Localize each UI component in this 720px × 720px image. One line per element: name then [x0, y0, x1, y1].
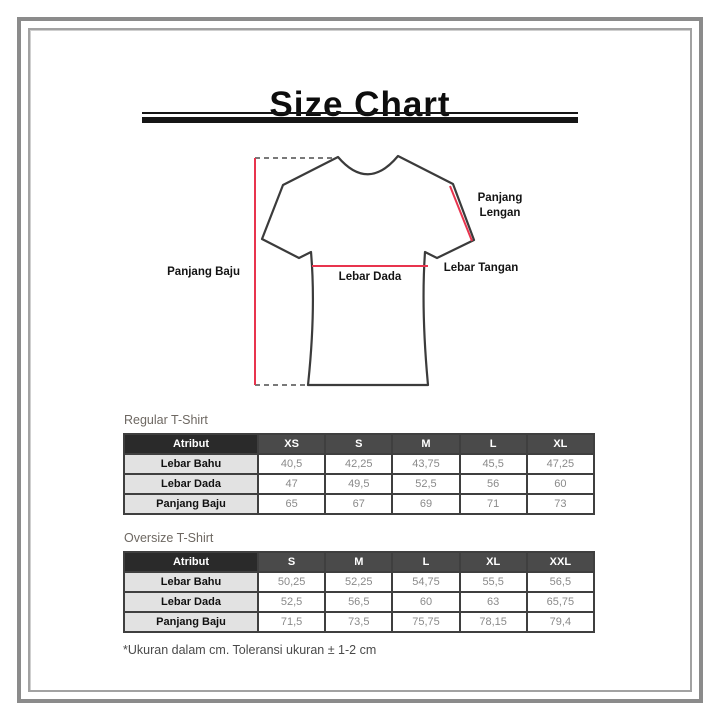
value-cell: 56	[458, 473, 528, 495]
table-row: Lebar Dada 47 49,5 52,5 56 60	[123, 473, 596, 495]
value-cell: 67	[324, 493, 394, 515]
value-cell: 60	[525, 473, 596, 495]
header-cell-size: M	[391, 433, 461, 455]
row-label-cell: Panjang Baju	[123, 611, 259, 633]
value-cell: 54,75	[391, 571, 461, 593]
sleeve-length-label-line2: Lengan	[479, 207, 521, 219]
value-cell: 49,5	[324, 473, 394, 495]
header-cell-size: L	[391, 551, 461, 573]
value-cell: 71,5	[256, 611, 327, 633]
row-label-cell: Lebar Dada	[123, 591, 259, 613]
chest-width-label: Lebar Dada	[338, 271, 402, 283]
sleeve-length-label: Panjang Lengan	[460, 191, 540, 221]
value-cell: 56,5	[324, 591, 394, 613]
value-cell: 43,75	[391, 453, 461, 475]
value-cell: 78,15	[458, 611, 528, 633]
oversize-table-section: Oversize T-Shirt Atribut S M L XL XXL Le…	[123, 530, 596, 633]
row-label-cell: Lebar Dada	[123, 473, 259, 495]
header-cell-size: L	[458, 433, 528, 455]
value-cell: 47,25	[525, 453, 596, 475]
header-cell-attribut: Atribut	[123, 551, 259, 573]
value-cell: 40,5	[256, 453, 327, 475]
table-header-row: Atribut S M L XL XXL	[123, 551, 596, 573]
oversize-size-table: Atribut S M L XL XXL Lebar Bahu 50,25 52…	[123, 551, 596, 633]
value-cell: 55,5	[458, 571, 528, 593]
value-cell: 50,25	[256, 571, 327, 593]
row-label-cell: Lebar Bahu	[123, 453, 259, 475]
header-cell-size: M	[324, 551, 394, 573]
regular-size-table: Atribut XS S M L XL Lebar Bahu 40,5 42,2…	[123, 433, 596, 515]
value-cell: 71	[458, 493, 528, 515]
value-cell: 47	[256, 473, 327, 495]
value-cell: 73	[525, 493, 596, 515]
header-cell-size: XS	[256, 433, 327, 455]
value-cell: 52,5	[391, 473, 461, 495]
table-row: Panjang Baju 65 67 69 71 73	[123, 493, 596, 515]
sleeve-length-label-line1: Panjang	[477, 192, 523, 204]
shirt-length-label: Panjang Baju	[167, 266, 240, 278]
value-cell: 65,75	[525, 591, 596, 613]
value-cell: 79,4	[525, 611, 596, 633]
value-cell: 63	[458, 591, 528, 613]
value-cell: 52,25	[324, 571, 394, 593]
value-cell: 75,75	[391, 611, 461, 633]
header-cell-size: XL	[458, 551, 528, 573]
header-cell-size: XXL	[525, 551, 596, 573]
table-row: Lebar Bahu 50,25 52,25 54,75 55,5 56,5	[123, 571, 596, 593]
table-row: Lebar Bahu 40,5 42,25 43,75 45,5 47,25	[123, 453, 596, 475]
title-rule-thick	[142, 117, 578, 123]
regular-table-section: Regular T-Shirt Atribut XS S M L XL Leba…	[123, 412, 596, 515]
value-cell: 69	[391, 493, 461, 515]
header-cell-size: S	[256, 551, 327, 573]
value-cell: 73,5	[324, 611, 394, 633]
title-rule-thin	[142, 112, 578, 114]
sleeve-width-label: Lebar Tangan	[443, 262, 519, 274]
value-cell: 60	[391, 591, 461, 613]
table-row: Lebar Dada 52,5 56,5 60 63 65,75	[123, 591, 596, 613]
regular-table-title: Regular T-Shirt	[124, 413, 208, 427]
table-row: Panjang Baju 71,5 73,5 75,75 78,15 79,4	[123, 611, 596, 633]
header-cell-size: S	[324, 433, 394, 455]
oversize-table-title: Oversize T-Shirt	[124, 531, 214, 545]
value-cell: 56,5	[525, 571, 596, 593]
header-cell-attribut: Atribut	[123, 433, 259, 455]
value-cell: 65	[256, 493, 327, 515]
value-cell: 45,5	[458, 453, 528, 475]
value-cell: 42,25	[324, 453, 394, 475]
row-label-cell: Panjang Baju	[123, 493, 259, 515]
header-cell-size: XL	[525, 433, 596, 455]
row-label-cell: Lebar Bahu	[123, 571, 259, 593]
value-cell: 52,5	[256, 591, 327, 613]
footnote: *Ukuran dalam cm. Toleransi ukuran ± 1-2…	[123, 643, 377, 657]
table-header-row: Atribut XS S M L XL	[123, 433, 596, 455]
